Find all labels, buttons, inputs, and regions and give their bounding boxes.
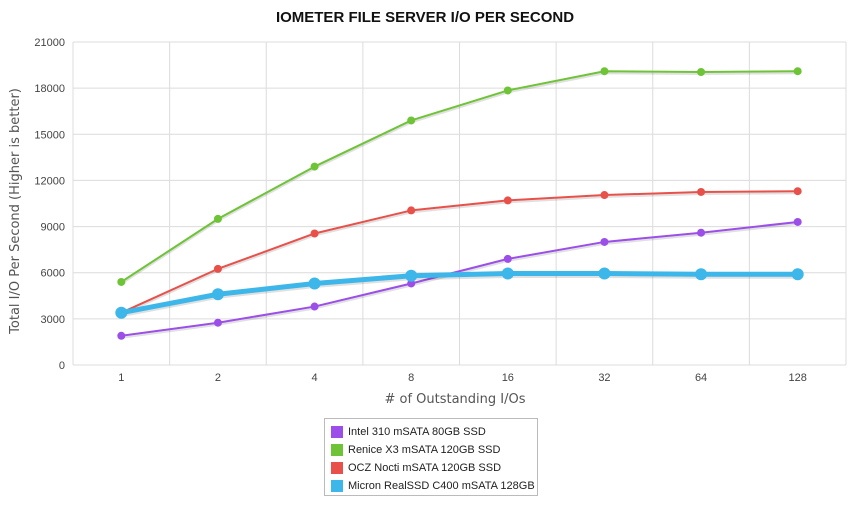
legend-item-micron: Micron RealSSD C400 mSATA 128GB [331, 477, 537, 495]
data-point [407, 206, 416, 215]
series-lines [115, 67, 804, 340]
x-tick-label: 4 [312, 372, 318, 384]
data-point [115, 306, 128, 319]
y-axis-label: Total I/O Per Second (Higher is better) [8, 88, 23, 335]
legend-swatch-renice [331, 444, 343, 456]
series-line-shadow [120, 72, 798, 285]
y-tick-label: 15000 [34, 129, 65, 141]
data-point [697, 228, 706, 237]
y-tick-label: 18000 [34, 83, 65, 95]
legend-swatch-micron [331, 480, 343, 492]
data-point [600, 67, 609, 76]
data-point [697, 67, 706, 76]
data-point [407, 279, 416, 288]
x-tick-label: 32 [598, 372, 610, 384]
legend-label-micron: Micron RealSSD C400 mSATA 128GB [348, 480, 535, 492]
data-point [308, 277, 321, 290]
series-line [120, 190, 799, 314]
data-point [213, 214, 222, 223]
series-line [118, 270, 801, 316]
data-point [697, 187, 706, 196]
data-point [793, 187, 802, 196]
data-point [598, 267, 611, 280]
legend-swatch-intel [331, 426, 343, 438]
data-point [310, 229, 319, 238]
x-tick-label: 64 [695, 372, 707, 384]
data-point [503, 196, 512, 205]
data-point [405, 269, 418, 282]
series-line-shadow [120, 192, 798, 316]
y-tick-label: 3000 [41, 314, 65, 326]
data-point [793, 217, 802, 226]
data-point [600, 191, 609, 200]
data-point [117, 277, 126, 286]
x-tick-label: 128 [789, 372, 807, 384]
y-tick-label: 12000 [34, 175, 65, 187]
y-tick-label: 0 [59, 360, 65, 372]
legend-swatch-ocz [331, 462, 343, 474]
series-1 [117, 67, 802, 286]
data-point [407, 116, 416, 125]
series-line [120, 70, 799, 283]
data-point [600, 237, 609, 246]
legend: Intel 310 mSATA 80GB SSD Renice X3 mSATA… [324, 418, 538, 496]
chart-title: IOMETER FILE SERVER I/O PER SECOND [275, 9, 575, 26]
data-point [213, 318, 222, 327]
data-point [501, 267, 514, 280]
y-tick-label: 9000 [41, 222, 65, 234]
data-point [211, 288, 224, 301]
data-point [695, 268, 708, 281]
data-point [213, 264, 222, 273]
data-point [117, 331, 126, 340]
legend-item-renice: Renice X3 mSATA 120GB SSD [331, 441, 537, 459]
grid [72, 41, 847, 366]
data-point [793, 67, 802, 76]
legend-label-ocz: OCZ Nocti mSATA 120GB SSD [348, 462, 502, 474]
y-tick-label: 6000 [41, 268, 65, 280]
data-point [503, 86, 512, 95]
y-tick-labels: 0 3000 6000 9000 12000 15000 18000 21000 [34, 37, 65, 372]
series-3 [115, 267, 804, 319]
legend-label-renice: Renice X3 mSATA 120GB SSD [348, 444, 501, 456]
data-point [791, 268, 804, 281]
x-tick-label: 16 [502, 372, 514, 384]
x-axis-label: # of Outstanding I/Os [384, 392, 525, 407]
x-tick-label: 2 [215, 372, 221, 384]
x-tick-label: 1 [118, 372, 124, 384]
legend-label-intel: Intel 310 mSATA 80GB SSD [348, 426, 486, 438]
data-point [310, 302, 319, 311]
data-point [310, 162, 319, 171]
x-tick-label: 8 [408, 372, 414, 384]
legend-item-intel: Intel 310 mSATA 80GB SSD [331, 423, 537, 441]
legend-item-ocz: OCZ Nocti mSATA 120GB SSD [331, 459, 537, 477]
series-line [120, 220, 799, 337]
x-tick-labels: 1 2 4 8 16 32 64 128 [118, 372, 807, 384]
data-point [503, 254, 512, 263]
series-2 [117, 187, 802, 317]
y-tick-label: 21000 [34, 37, 65, 49]
